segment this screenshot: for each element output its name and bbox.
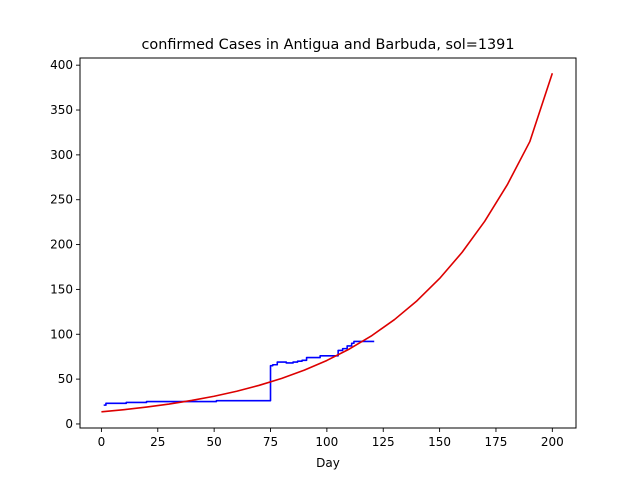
- y-tick-label: 50: [58, 372, 73, 386]
- plot-frame: [79, 57, 577, 429]
- y-tick-label: 300: [50, 148, 73, 162]
- x-tick-label: 50: [207, 435, 222, 449]
- x-tick-label: 200: [541, 435, 564, 449]
- x-tick-label: 175: [485, 435, 508, 449]
- y-tick-label: 200: [50, 238, 73, 252]
- chart-title: confirmed Cases in Antigua and Barbuda, …: [142, 37, 515, 53]
- x-tick-label: 0: [98, 435, 106, 449]
- y-tick-label: 400: [50, 58, 73, 72]
- y-tick-label: 250: [50, 193, 73, 207]
- series-line-0: [103, 340, 375, 406]
- x-tick-label: 75: [263, 435, 278, 449]
- x-tick-label: 100: [315, 435, 338, 449]
- series-line-1: [101, 72, 554, 413]
- y-tick-label: 0: [65, 417, 73, 431]
- x-axis: 0 25 50 75 100 125 150 175 200: [98, 428, 564, 449]
- y-tick-label: 350: [50, 103, 73, 117]
- x-tick-label: 25: [150, 435, 165, 449]
- y-tick-label: 150: [50, 282, 73, 296]
- y-tick-label: 100: [50, 327, 73, 341]
- x-axis-label: Day: [316, 456, 340, 470]
- y-axis: 0 50 100 150 200 250 300 350 400: [50, 58, 80, 431]
- series-layer: [101, 72, 554, 413]
- x-tick-label: 150: [428, 435, 451, 449]
- x-tick-label: 125: [372, 435, 395, 449]
